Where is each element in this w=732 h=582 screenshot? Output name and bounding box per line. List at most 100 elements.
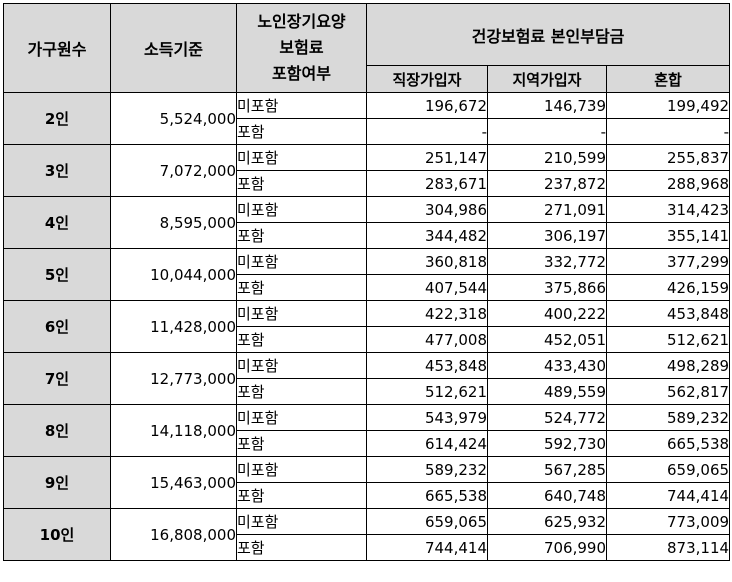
employee-cell: 360,818 [366,248,488,275]
regional-cell: 375,866 [487,274,607,301]
regional-cell: 210,599 [487,144,607,171]
table-row: 7인 12,773,000 미포함 453,848 433,430 498,289 [3,352,731,405]
employee-cell: 665,538 [366,482,488,509]
household-size-cell: 4인 [3,196,111,249]
mixed-cell: 426,159 [605,274,731,301]
income-cell: 8,595,000 [110,196,237,249]
regional-cell: 306,197 [487,222,607,249]
table-row: 5인 10,044,000 미포함 360,818 332,772 377,299 [3,248,731,301]
employee-cell: 283,671 [366,170,488,197]
mixed-cell: - [605,118,731,145]
ltc-label-cell: 미포함 [236,456,367,483]
household-size-cell: 2인 [3,92,111,145]
regional-cell: 237,872 [487,170,607,197]
table-row: 포함 665,538 640,748 744,414 [4,482,731,509]
employee-cell: 251,147 [366,144,488,171]
employee-cell: 407,544 [366,274,488,301]
table-body: 2인 5,524,000 미포함 196,672 146,739 199,492 포함 - - -… [3,92,731,561]
ltc-label-cell: 포함 [236,378,367,405]
ltc-label-cell: 미포함 [236,196,367,223]
income-cell: 12,773,000 [110,352,237,405]
income-cell: 10,044,000 [110,248,237,301]
income-cell: 14,118,000 [110,404,237,457]
ltc-label-cell: 포함 [236,534,367,561]
ltc-label-cell: 포함 [236,222,367,249]
employee-cell: - [366,118,488,145]
regional-cell: 271,091 [487,196,607,223]
mixed-cell: 199,492 [605,92,731,119]
ltc-label-cell: 미포함 [236,352,367,379]
ltc-label-cell: 미포함 [236,92,367,119]
employee-cell: 453,848 [366,352,488,379]
employee-cell: 543,979 [366,404,488,431]
ltc-label-cell: 포함 [236,118,367,145]
employee-cell: 744,414 [366,534,488,561]
regional-cell: 146,739 [487,92,607,119]
regional-cell: 433,430 [487,352,607,379]
ltc-label-cell: 포함 [236,274,367,301]
header-ltc-line1: 노인장기요양 [257,12,346,31]
header-regional: 지역가입자 [487,65,607,93]
table-row: 9인 15,463,000 미포함 589,232 567,285 659,065 [3,456,731,509]
regional-cell: 452,051 [487,326,607,353]
ltc-label-cell: 포함 [236,170,367,197]
income-cell: 11,428,000 [110,300,237,353]
regional-cell: 524,772 [487,404,607,431]
mixed-cell: 562,817 [605,378,731,405]
income-cell: 16,808,000 [110,508,237,561]
ltc-label-cell: 미포함 [236,300,367,327]
header-ltc-included: 노인장기요양 보험료 포함여부 [236,3,367,93]
household-size-cell: 5인 [3,248,111,301]
income-cell: 15,463,000 [110,456,237,509]
regional-cell: 706,990 [487,534,607,561]
table-row: 포함 407,544 375,866 426,159 [4,274,731,301]
household-size-cell: 10인 [3,508,111,561]
mixed-cell: 512,621 [605,326,731,353]
table-row: 6인 11,428,000 미포함 422,318 400,222 453,848 [3,300,731,353]
income-cell: 5,524,000 [110,92,237,145]
mixed-cell: 589,232 [605,404,731,431]
premium-table: 가구원수 소득기준 노인장기요양 보험료 포함여부 건강보험료 본인부담금 직장… [3,3,731,561]
employee-cell: 422,318 [366,300,488,327]
mixed-cell: 659,065 [605,456,731,483]
employee-cell: 344,482 [366,222,488,249]
header-premium-group: 건강보험료 본인부담금 [365,3,731,66]
household-size-cell: 6인 [3,300,111,353]
mixed-cell: 498,289 [605,352,731,379]
header-ltc-line2: 보험료 [279,38,324,57]
table-row: 4인 8,595,000 미포함 304,986 271,091 314,423 [3,196,731,249]
employee-cell: 614,424 [366,430,488,457]
household-size-cell: 7인 [3,352,111,405]
header-employee: 직장가입자 [366,65,488,93]
household-size-cell: 8인 [3,404,111,457]
table-row: 3인 7,072,000 미포함 251,147 210,599 255,837 [3,144,731,197]
header-household: 가구원수 [3,3,111,93]
mixed-cell: 453,848 [605,300,731,327]
ltc-label-cell: 포함 [236,430,367,457]
mixed-cell: 377,299 [605,248,731,275]
regional-cell: 640,748 [487,482,607,509]
employee-cell: 196,672 [366,92,488,119]
household-size-cell: 3인 [3,144,111,197]
table-row: 포함 744,414 706,990 873,114 [4,534,731,561]
ltc-label-cell: 미포함 [236,248,367,275]
mixed-cell: 314,423 [605,196,731,223]
regional-cell: 489,559 [487,378,607,405]
table-row: 2인 5,524,000 미포함 196,672 146,739 199,492 [3,92,731,145]
mixed-cell: 665,538 [605,430,731,457]
regional-cell: 592,730 [487,430,607,457]
employee-cell: 589,232 [366,456,488,483]
ltc-label-cell: 포함 [236,326,367,353]
table-row: 포함 614,424 592,730 665,538 [4,430,731,457]
ltc-label-cell: 포함 [236,482,367,509]
header-income: 소득기준 [110,3,237,93]
employee-cell: 659,065 [366,508,488,535]
ltc-label-cell: 미포함 [236,404,367,431]
regional-cell: - [487,118,607,145]
table-row: 8인 14,118,000 미포함 543,979 524,772 589,232 [3,404,731,457]
ltc-label-cell: 미포함 [236,508,367,535]
regional-cell: 332,772 [487,248,607,275]
regional-cell: 567,285 [487,456,607,483]
table-row: 포함 344,482 306,197 355,141 [4,222,731,249]
employee-cell: 477,008 [366,326,488,353]
